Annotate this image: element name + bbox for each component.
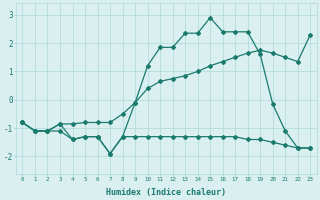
X-axis label: Humidex (Indice chaleur): Humidex (Indice chaleur) <box>106 188 226 197</box>
